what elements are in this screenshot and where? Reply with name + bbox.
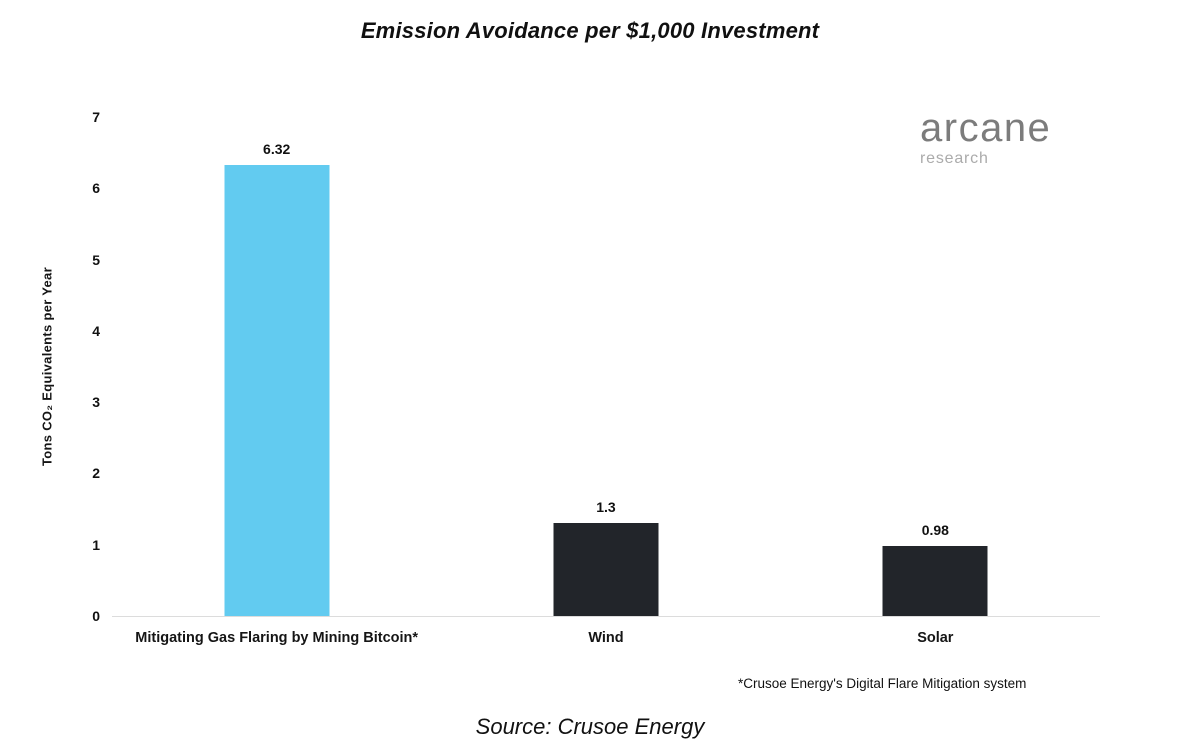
chart-title: Emission Avoidance per $1,000 Investment [360, 18, 820, 43]
category-label-mitigating-gas-flaring-by-mining-bitcoin: Mitigating Gas Flaring by Mining Bitcoin… [135, 630, 419, 646]
y-tick-4: 4 [92, 322, 100, 339]
category-label-wind: Wind [588, 630, 624, 646]
arcane-logo: arcane research [920, 108, 1051, 167]
bar-value-mitigating-gas-flaring-by-mining-bitcoin: 6.32 [263, 141, 291, 158]
y-tick-6: 6 [92, 180, 100, 197]
x-axis-labels: Mitigating Gas Flaring by Mining Bitcoin… [112, 630, 1100, 646]
plot-area: 6.32 1.3 0.98 [112, 117, 1100, 617]
y-tick-2: 2 [92, 465, 100, 482]
y-tick-1: 1 [92, 536, 100, 553]
y-tick-3: 3 [92, 394, 100, 411]
y-tick-7: 7 [92, 109, 100, 125]
footnote: *Crusoe Energy's Digital Flare Mitigatio… [738, 676, 1027, 691]
y-axis-ticks: 0 1 2 3 4 5 6 7 [60, 109, 100, 624]
bar-slot-wind: 1.3 [441, 117, 770, 616]
category-label-solar: Solar [917, 630, 954, 646]
bar-value-wind: 1.3 [596, 499, 616, 516]
bar-slot-mitigating-gas-flaring-by-mining-bitcoin: 6.32 [112, 117, 441, 616]
logo-subtitle: research [920, 150, 989, 167]
source-caption: Source: Crusoe Energy [475, 714, 705, 739]
bar-slot-solar: 0.98 [771, 117, 1100, 616]
y-tick-0: 0 [92, 608, 100, 624]
logo-wordmark: arcane [920, 106, 1052, 150]
y-axis-title: Tons CO₂ Equivalents per Year [39, 267, 55, 466]
bar-solar [882, 546, 988, 616]
bar-mitigating-gas-flaring-by-mining-bitcoin [224, 165, 330, 616]
bar-value-solar: 0.98 [921, 522, 949, 539]
bar-series: 6.32 1.3 0.98 [112, 117, 1100, 616]
y-tick-5: 5 [92, 251, 100, 268]
bar-wind [553, 523, 659, 616]
